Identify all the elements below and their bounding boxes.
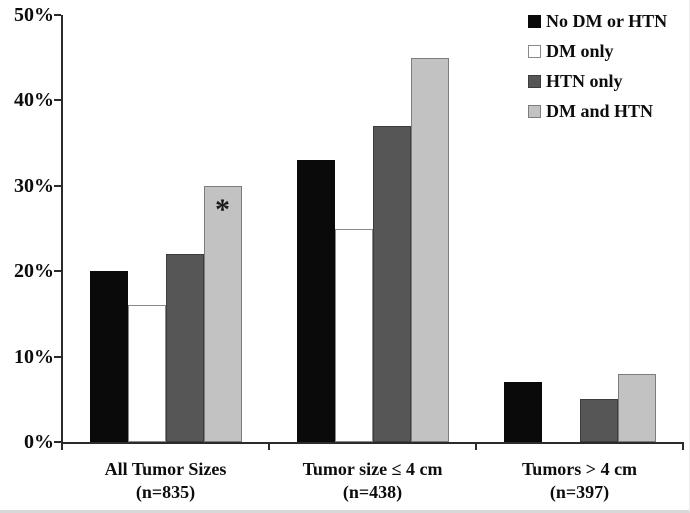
category-label-line1: Tumors > 4 cm bbox=[521, 459, 638, 479]
legend-swatch-icon bbox=[528, 44, 541, 58]
legend: No DM or HTN DM only HTN only DM and HTN bbox=[528, 6, 667, 126]
bar-dm-and-htn-cat3 bbox=[617, 373, 656, 442]
legend-label: DM and HTN bbox=[546, 100, 654, 121]
category-label-line1: All Tumor Sizes bbox=[104, 459, 227, 479]
y-tick bbox=[54, 270, 61, 273]
significance-asterisk: * bbox=[215, 192, 230, 226]
legend-item-dm-and-htn: DM and HTN bbox=[528, 96, 667, 126]
y-tick bbox=[54, 14, 61, 16]
bar-htn-only-cat3 bbox=[579, 399, 618, 442]
bar-htn-only-cat2 bbox=[372, 126, 411, 442]
y-tick bbox=[54, 355, 61, 358]
legend-label: No DM or HTN bbox=[546, 10, 668, 31]
y-tick-label: 0% bbox=[24, 431, 54, 453]
y-tick bbox=[54, 99, 61, 102]
legend-label: HTN only bbox=[546, 70, 623, 91]
legend-swatch-icon bbox=[528, 74, 541, 88]
legend-swatch-icon bbox=[528, 14, 541, 28]
y-tick-label: 20% bbox=[14, 260, 54, 283]
y-tick bbox=[54, 184, 61, 187]
x-tick bbox=[268, 442, 270, 450]
x-tick bbox=[475, 442, 477, 450]
category-label-line2: (n=835) bbox=[135, 482, 196, 502]
x-tick bbox=[61, 442, 63, 450]
bar-no-dm-or-htn-cat3 bbox=[503, 382, 542, 442]
legend-swatch-icon bbox=[528, 104, 541, 118]
x-tick bbox=[682, 442, 684, 450]
y-axis-line bbox=[61, 15, 63, 444]
category-label-line2: (n=397) bbox=[549, 482, 610, 502]
bar-dm-and-htn-cat1 bbox=[203, 185, 242, 442]
y-tick-label: 30% bbox=[14, 174, 54, 197]
legend-label: DM only bbox=[546, 40, 614, 61]
bar-no-dm-or-htn-cat2 bbox=[296, 160, 335, 442]
bar-dm-only-cat1 bbox=[127, 305, 166, 442]
bar-no-dm-or-htn-cat1 bbox=[89, 271, 128, 442]
category-label-line1: Tumor size ≤ 4 cm bbox=[302, 459, 443, 479]
category-label: All Tumor Sizes (n=835) bbox=[62, 458, 269, 504]
legend-item-no-dm-or-htn: No DM or HTN bbox=[528, 6, 667, 36]
bar-htn-only-cat1 bbox=[165, 254, 204, 442]
legend-item-htn-only: HTN only bbox=[528, 66, 667, 96]
y-tick-label: 10% bbox=[14, 345, 54, 368]
category-label: Tumor size ≤ 4 cm (n=438) bbox=[269, 458, 476, 504]
y-tick bbox=[54, 441, 61, 443]
legend-item-dm-only: DM only bbox=[528, 36, 667, 66]
category-label-line2: (n=438) bbox=[342, 482, 403, 502]
y-tick-label: 40% bbox=[14, 89, 54, 112]
y-tick-label: 50% bbox=[14, 4, 54, 26]
x-axis-line bbox=[61, 442, 683, 444]
category-label: Tumors > 4 cm (n=397) bbox=[476, 458, 683, 504]
bar-dm-only-cat2 bbox=[334, 228, 373, 442]
bar-dm-and-htn-cat2 bbox=[410, 57, 449, 442]
